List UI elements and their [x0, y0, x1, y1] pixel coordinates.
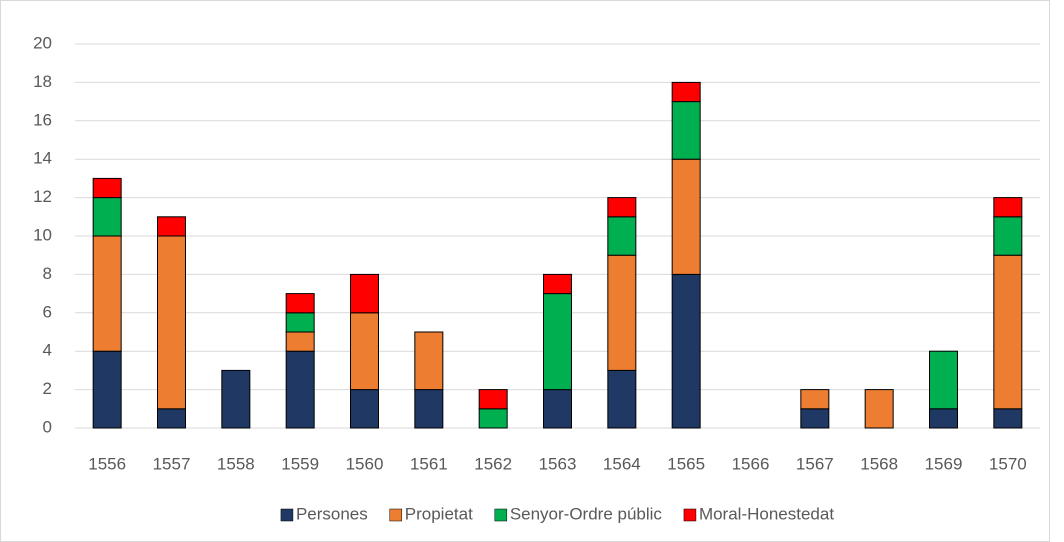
- bar-segment: [993, 408, 1023, 429]
- bar-segment: [800, 389, 830, 410]
- bar-segment: [993, 216, 1023, 256]
- x-tick-label: 1558: [217, 454, 255, 473]
- bar-segment: [478, 408, 508, 429]
- x-tick-label: 1561: [410, 454, 448, 473]
- y-tick-label: 6: [43, 302, 52, 321]
- bar-segment: [350, 273, 379, 314]
- legend-swatch: [389, 508, 403, 522]
- bar-segment: [92, 177, 122, 199]
- bar-segment: [607, 216, 637, 256]
- bar-segment: [671, 81, 701, 103]
- legend-label: Persones: [296, 504, 368, 523]
- bar-segment: [478, 389, 508, 410]
- bar-segment: [607, 254, 637, 371]
- y-tick-label: 8: [43, 264, 52, 283]
- x-tick-label: 1559: [281, 454, 319, 473]
- bar-segment: [157, 235, 186, 410]
- x-tick-label: 1556: [88, 454, 126, 473]
- bar-segment: [543, 273, 572, 295]
- bar-segment: [607, 197, 637, 218]
- bar-segment: [285, 293, 315, 314]
- y-tick-label: 10: [33, 225, 52, 244]
- bar-segment: [543, 389, 572, 429]
- x-tick-label: 1566: [732, 454, 770, 473]
- y-tick-label: 16: [33, 110, 52, 129]
- y-tick-label: 12: [33, 187, 52, 206]
- bar-segment: [350, 389, 379, 429]
- y-tick-label: 0: [43, 417, 52, 436]
- bar-segment: [92, 197, 122, 237]
- bar-segment: [157, 408, 186, 429]
- bar-segment: [221, 369, 251, 429]
- y-tick-label: 2: [43, 379, 52, 398]
- bar-segment: [92, 235, 122, 352]
- bar-segment: [929, 408, 958, 429]
- bar-segment: [350, 312, 379, 391]
- bar-segment: [543, 293, 572, 391]
- legend-label: Propietat: [405, 504, 473, 523]
- x-tick-label: 1562: [474, 454, 512, 473]
- legend-swatch: [683, 508, 697, 522]
- bar-segment: [671, 273, 701, 429]
- x-tick-label: 1565: [667, 454, 705, 473]
- bar-segment: [285, 312, 315, 333]
- y-tick-label: 20: [33, 33, 52, 52]
- bar-segment: [993, 197, 1023, 218]
- x-tick-label: 1567: [796, 454, 834, 473]
- bar-segment: [607, 369, 637, 429]
- bar-segment: [864, 389, 894, 429]
- y-tick-label: 14: [33, 149, 52, 168]
- bar-segment: [285, 331, 315, 352]
- bar-segment: [671, 158, 701, 275]
- bar-segment: [157, 216, 186, 237]
- x-tick-label: 1563: [539, 454, 577, 473]
- bar-segment: [414, 331, 444, 391]
- bar-segment: [414, 389, 444, 429]
- legend-swatch: [280, 508, 294, 522]
- bar-segment: [929, 350, 958, 410]
- bar-segment: [800, 408, 830, 429]
- bar-segment: [285, 350, 315, 429]
- legend-swatch: [494, 508, 508, 522]
- x-tick-label: 1569: [925, 454, 963, 473]
- bar-segment: [671, 101, 701, 160]
- bar-segment: [993, 254, 1023, 410]
- x-tick-label: 1570: [989, 454, 1027, 473]
- legend-label: Senyor-Ordre públic: [510, 504, 663, 523]
- y-tick-label: 18: [33, 72, 52, 91]
- bar-segment: [92, 350, 122, 429]
- x-tick-label: 1557: [153, 454, 191, 473]
- y-tick-label: 4: [43, 341, 52, 360]
- x-tick-label: 1568: [860, 454, 898, 473]
- x-tick-label: 1564: [603, 454, 641, 473]
- legend-label: Moral-Honestedat: [699, 504, 834, 523]
- x-tick-label: 1560: [346, 454, 384, 473]
